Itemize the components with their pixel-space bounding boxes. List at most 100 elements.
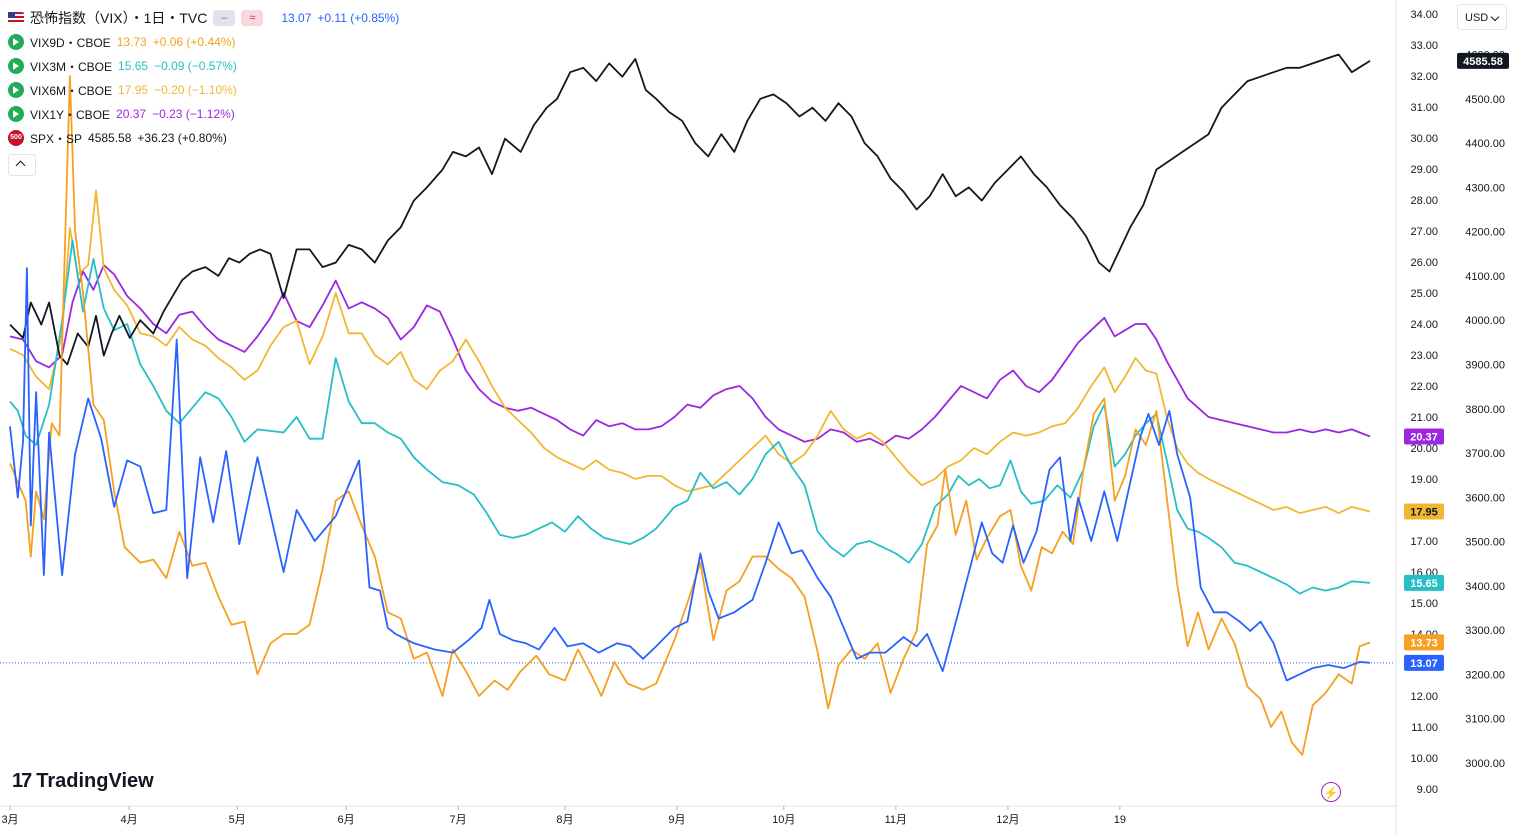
legend: 恐怖指数（VIX）・1日・TVC ‒ ≈ 13.07 +0.11 (+0.85%… <box>8 6 399 176</box>
legend-symbol-change: +0.06 (+0.44%) <box>152 35 236 49</box>
main-symbol-value: 13.07 <box>281 11 312 25</box>
collapse-legend-button[interactable] <box>8 154 36 176</box>
vol-axis-tick-label: 24.00 <box>1410 319 1438 331</box>
series-line-vix1y <box>9 264 1371 446</box>
line-style-icon[interactable]: ‒ <box>213 10 236 26</box>
last-value-badge <box>1404 634 1444 651</box>
legend-symbol-value: 20.37 <box>116 107 147 121</box>
legend-row[interactable]: VIX1Y・CBOE 20.37 −0.23 (−1.12%) <box>8 102 399 126</box>
sp500-icon: 500 <box>8 130 24 146</box>
spx-axis-tick-label: 3800.00 <box>1465 404 1505 416</box>
us-flag-icon <box>8 12 24 24</box>
spx-axis-tick-label: 3600.00 <box>1465 492 1505 504</box>
chevron-down-icon <box>1490 12 1500 22</box>
vol-axis-tick-label: 10.00 <box>1410 753 1438 765</box>
currency-label: USD <box>1465 12 1489 24</box>
last-value-label: 15.65 <box>1410 578 1438 590</box>
spx-axis-tick-label: 3700.00 <box>1465 448 1505 460</box>
last-value-badge <box>1404 428 1444 445</box>
vol-axis-tick-label: 15.00 <box>1410 598 1438 610</box>
time-axis-label: 10月 <box>772 814 795 826</box>
spx-axis-tick-label: 4500.00 <box>1465 94 1505 106</box>
vol-axis-tick-label: 27.00 <box>1410 226 1438 238</box>
axis-layer: 9.0010.0011.0012.0013.0014.0015.0016.001… <box>1 9 1509 826</box>
last-value-label: 17.95 <box>1410 507 1438 519</box>
spx-axis-tick-label: 3500.00 <box>1465 537 1505 549</box>
vol-axis-tick-label: 17.00 <box>1410 536 1438 548</box>
time-axis-label: 8月 <box>556 814 573 826</box>
vol-axis-tick-label: 22.00 <box>1410 381 1438 393</box>
spx-axis-tick-label: 4400.00 <box>1465 138 1505 150</box>
spx-axis-tick-label: 4100.00 <box>1465 271 1505 283</box>
last-value-badge <box>1404 574 1444 591</box>
vol-axis-tick-label: 25.00 <box>1410 288 1438 300</box>
vol-axis-tick-label: 32.00 <box>1410 71 1438 83</box>
spx-axis-tick-label: 3900.00 <box>1465 359 1505 371</box>
vol-axis-tick-label: 30.00 <box>1410 133 1438 145</box>
green-arrow-icon <box>8 58 24 74</box>
vol-axis-tick-label: 9.00 <box>1417 784 1438 796</box>
legend-row[interactable]: VIX6M・CBOE 17.95 −0.20 (−1.10%) <box>8 78 399 102</box>
legend-symbol-name: VIX1Y・CBOE <box>30 107 111 122</box>
last-value-badge <box>1404 503 1444 520</box>
legend-symbol-change: −0.23 (−1.12%) <box>152 107 235 121</box>
series-line-spx <box>9 53 1371 366</box>
spx-axis-tick-label: 4300.00 <box>1465 182 1505 194</box>
legend-symbol-name: VIX9D・CBOE <box>30 35 111 50</box>
last-value-label: 20.37 <box>1410 432 1438 444</box>
currency-selector[interactable]: USD <box>1457 4 1507 30</box>
spx-axis-tick-label: 3400.00 <box>1465 581 1505 593</box>
vol-axis-tick-label: 33.00 <box>1410 40 1438 52</box>
last-value-badge <box>1457 52 1509 69</box>
legend-symbol-change: +36.23 (+0.80%) <box>137 131 227 145</box>
legend-symbol-name: VIX6M・CBOE <box>30 83 113 98</box>
legend-symbol-value: 15.65 <box>118 59 149 73</box>
main-symbol-title[interactable]: 恐怖指数（VIX）・1日・TVC <box>30 10 208 26</box>
vol-axis-tick-label: 21.00 <box>1410 412 1438 424</box>
time-axis-label: 12月 <box>996 814 1019 826</box>
time-axis-label: 11月 <box>885 814 907 826</box>
time-axis-label: 5月 <box>229 814 246 826</box>
series-line-vix9d <box>9 75 1371 756</box>
spx-axis-tick-label: 4200.00 <box>1465 227 1505 239</box>
vol-axis-tick-label: 28.00 <box>1410 195 1438 207</box>
spx-axis-tick-label: 3300.00 <box>1465 625 1505 637</box>
time-axis-label: 19 <box>1114 814 1126 826</box>
legend-symbol-name: SPX・SP <box>30 131 83 146</box>
legend-symbol-change: −0.09 (−0.57%) <box>154 59 237 73</box>
series-line-vix6m <box>9 189 1371 514</box>
grid-layer <box>0 0 1397 835</box>
series-layer <box>9 53 1371 756</box>
legend-symbol-value: 13.73 <box>116 35 147 49</box>
vol-axis-tick-label: 26.00 <box>1410 257 1438 269</box>
legend-symbol-value: 17.95 <box>118 83 149 97</box>
brand-text: TradingView <box>36 770 154 792</box>
legend-symbol-name: VIX3M・CBOE <box>30 59 113 74</box>
main-symbol-change: +0.11 (+0.85%) <box>317 11 400 25</box>
vol-axis-tick-label: 23.00 <box>1410 350 1438 362</box>
legend-row[interactable]: VIX9D・CBOE 13.73 +0.06 (+0.44%) <box>8 30 399 54</box>
lightning-icon[interactable]: ⚡ <box>1321 782 1341 802</box>
tradingview-logo[interactable]: 17 TradingView <box>12 770 154 793</box>
time-axis-label: 7月 <box>450 814 467 826</box>
vol-axis-tick-label: 34.00 <box>1410 9 1438 21</box>
legend-row[interactable]: VIX3M・CBOE 15.65 −0.09 (−0.57%) <box>8 54 399 78</box>
last-value-label: 13.07 <box>1410 658 1438 670</box>
compare-wave-icon[interactable]: ≈ <box>241 10 264 26</box>
time-axis-label: 4月 <box>121 814 138 826</box>
spx-axis-tick-label: 3000.00 <box>1465 758 1505 770</box>
legend-symbol-change: −0.20 (−1.10%) <box>154 83 237 97</box>
series-line-vix <box>9 267 1371 682</box>
vol-axis-tick-label: 19.00 <box>1410 474 1438 486</box>
vol-axis-tick-label: 12.00 <box>1410 691 1438 703</box>
spx-axis-tick-label: 3100.00 <box>1465 714 1505 726</box>
tradingview-mark-icon: 17 <box>12 770 32 792</box>
last-value-label: 4585.58 <box>1463 56 1503 68</box>
spx-axis-tick-label: 3200.00 <box>1465 669 1505 681</box>
main-symbol-row[interactable]: 恐怖指数（VIX）・1日・TVC ‒ ≈ 13.07 +0.11 (+0.85%… <box>8 6 399 30</box>
legend-row[interactable]: 500 SPX・SP 4585.58 +36.23 (+0.80%) <box>8 126 399 150</box>
last-value-label: 13.73 <box>1410 637 1438 649</box>
green-arrow-icon <box>8 34 24 50</box>
